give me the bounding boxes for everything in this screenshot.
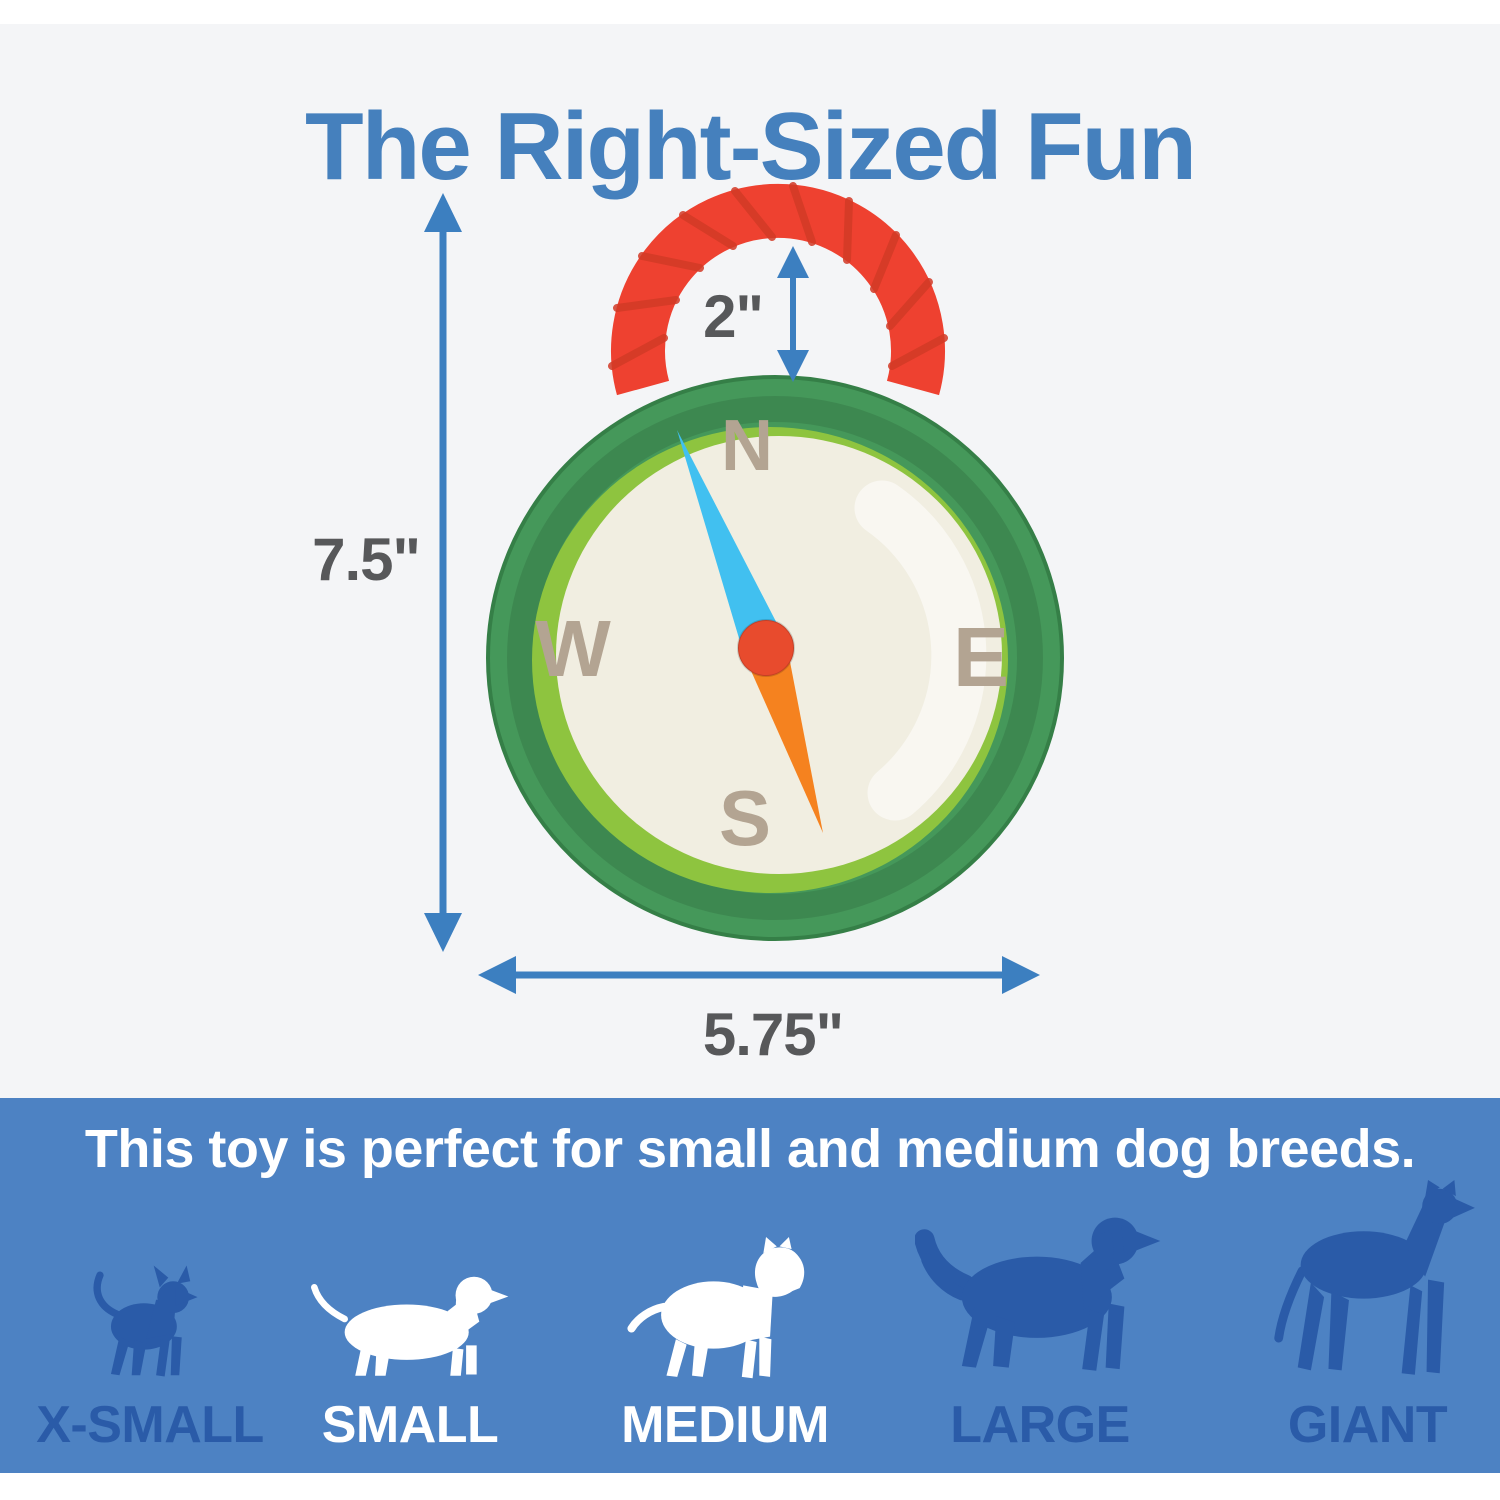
height-arrow-icon (424, 193, 462, 952)
rope-handle-icon (608, 182, 948, 396)
size-item-large: LARGE (900, 1098, 1180, 1473)
handle-arrow-icon (777, 246, 809, 382)
size-item-small: SMALL (295, 1098, 525, 1473)
top-white-strip (0, 0, 1500, 24)
size-label: GIANT (1287, 1396, 1448, 1454)
page-title: The Right-Sized Fun (305, 93, 1197, 201)
compass-letter-south: S (719, 774, 771, 862)
size-label: SMALL (321, 1396, 499, 1454)
ring-inner-shadow (507, 396, 1043, 920)
needle-south-icon (744, 641, 823, 833)
needle-pivot (737, 619, 795, 677)
size-item-giant: GIANT (1235, 1098, 1500, 1473)
compass-letter-west: W (535, 604, 611, 693)
great-dane-icon (1273, 1180, 1475, 1375)
face-highlight (854, 480, 987, 821)
size-label: MEDIUM (621, 1396, 829, 1454)
width-measurement-label: 5.75" (702, 1001, 844, 1068)
size-label: X-SMALL (36, 1396, 264, 1454)
height-measurement-label: 7.5" (312, 526, 421, 593)
compass-letter-north: N (721, 406, 773, 486)
size-label: LARGE (950, 1396, 1130, 1454)
compass-body: N W E S (486, 375, 1064, 941)
compass-toy-illustration: N W E S (424, 182, 1064, 994)
size-item-x-small: X-SMALL (35, 1098, 265, 1473)
handle-measurement-label: 2" (703, 283, 764, 350)
chihuahua-icon (93, 1265, 198, 1377)
bull-terrier-icon (627, 1237, 805, 1379)
size-item-medium: MEDIUM (600, 1098, 850, 1473)
width-arrow-icon (478, 956, 1040, 994)
bottom-white-strip (0, 1473, 1500, 1500)
banner-text: This toy is perfect for small and medium… (84, 1119, 1416, 1179)
needle-north-icon (677, 430, 786, 655)
retriever-icon (915, 1217, 1161, 1371)
compass-letter-east: E (953, 610, 1009, 704)
size-guide-banner: This toy is perfect for small and medium… (0, 1098, 1500, 1473)
dachshund-icon (311, 1276, 509, 1376)
